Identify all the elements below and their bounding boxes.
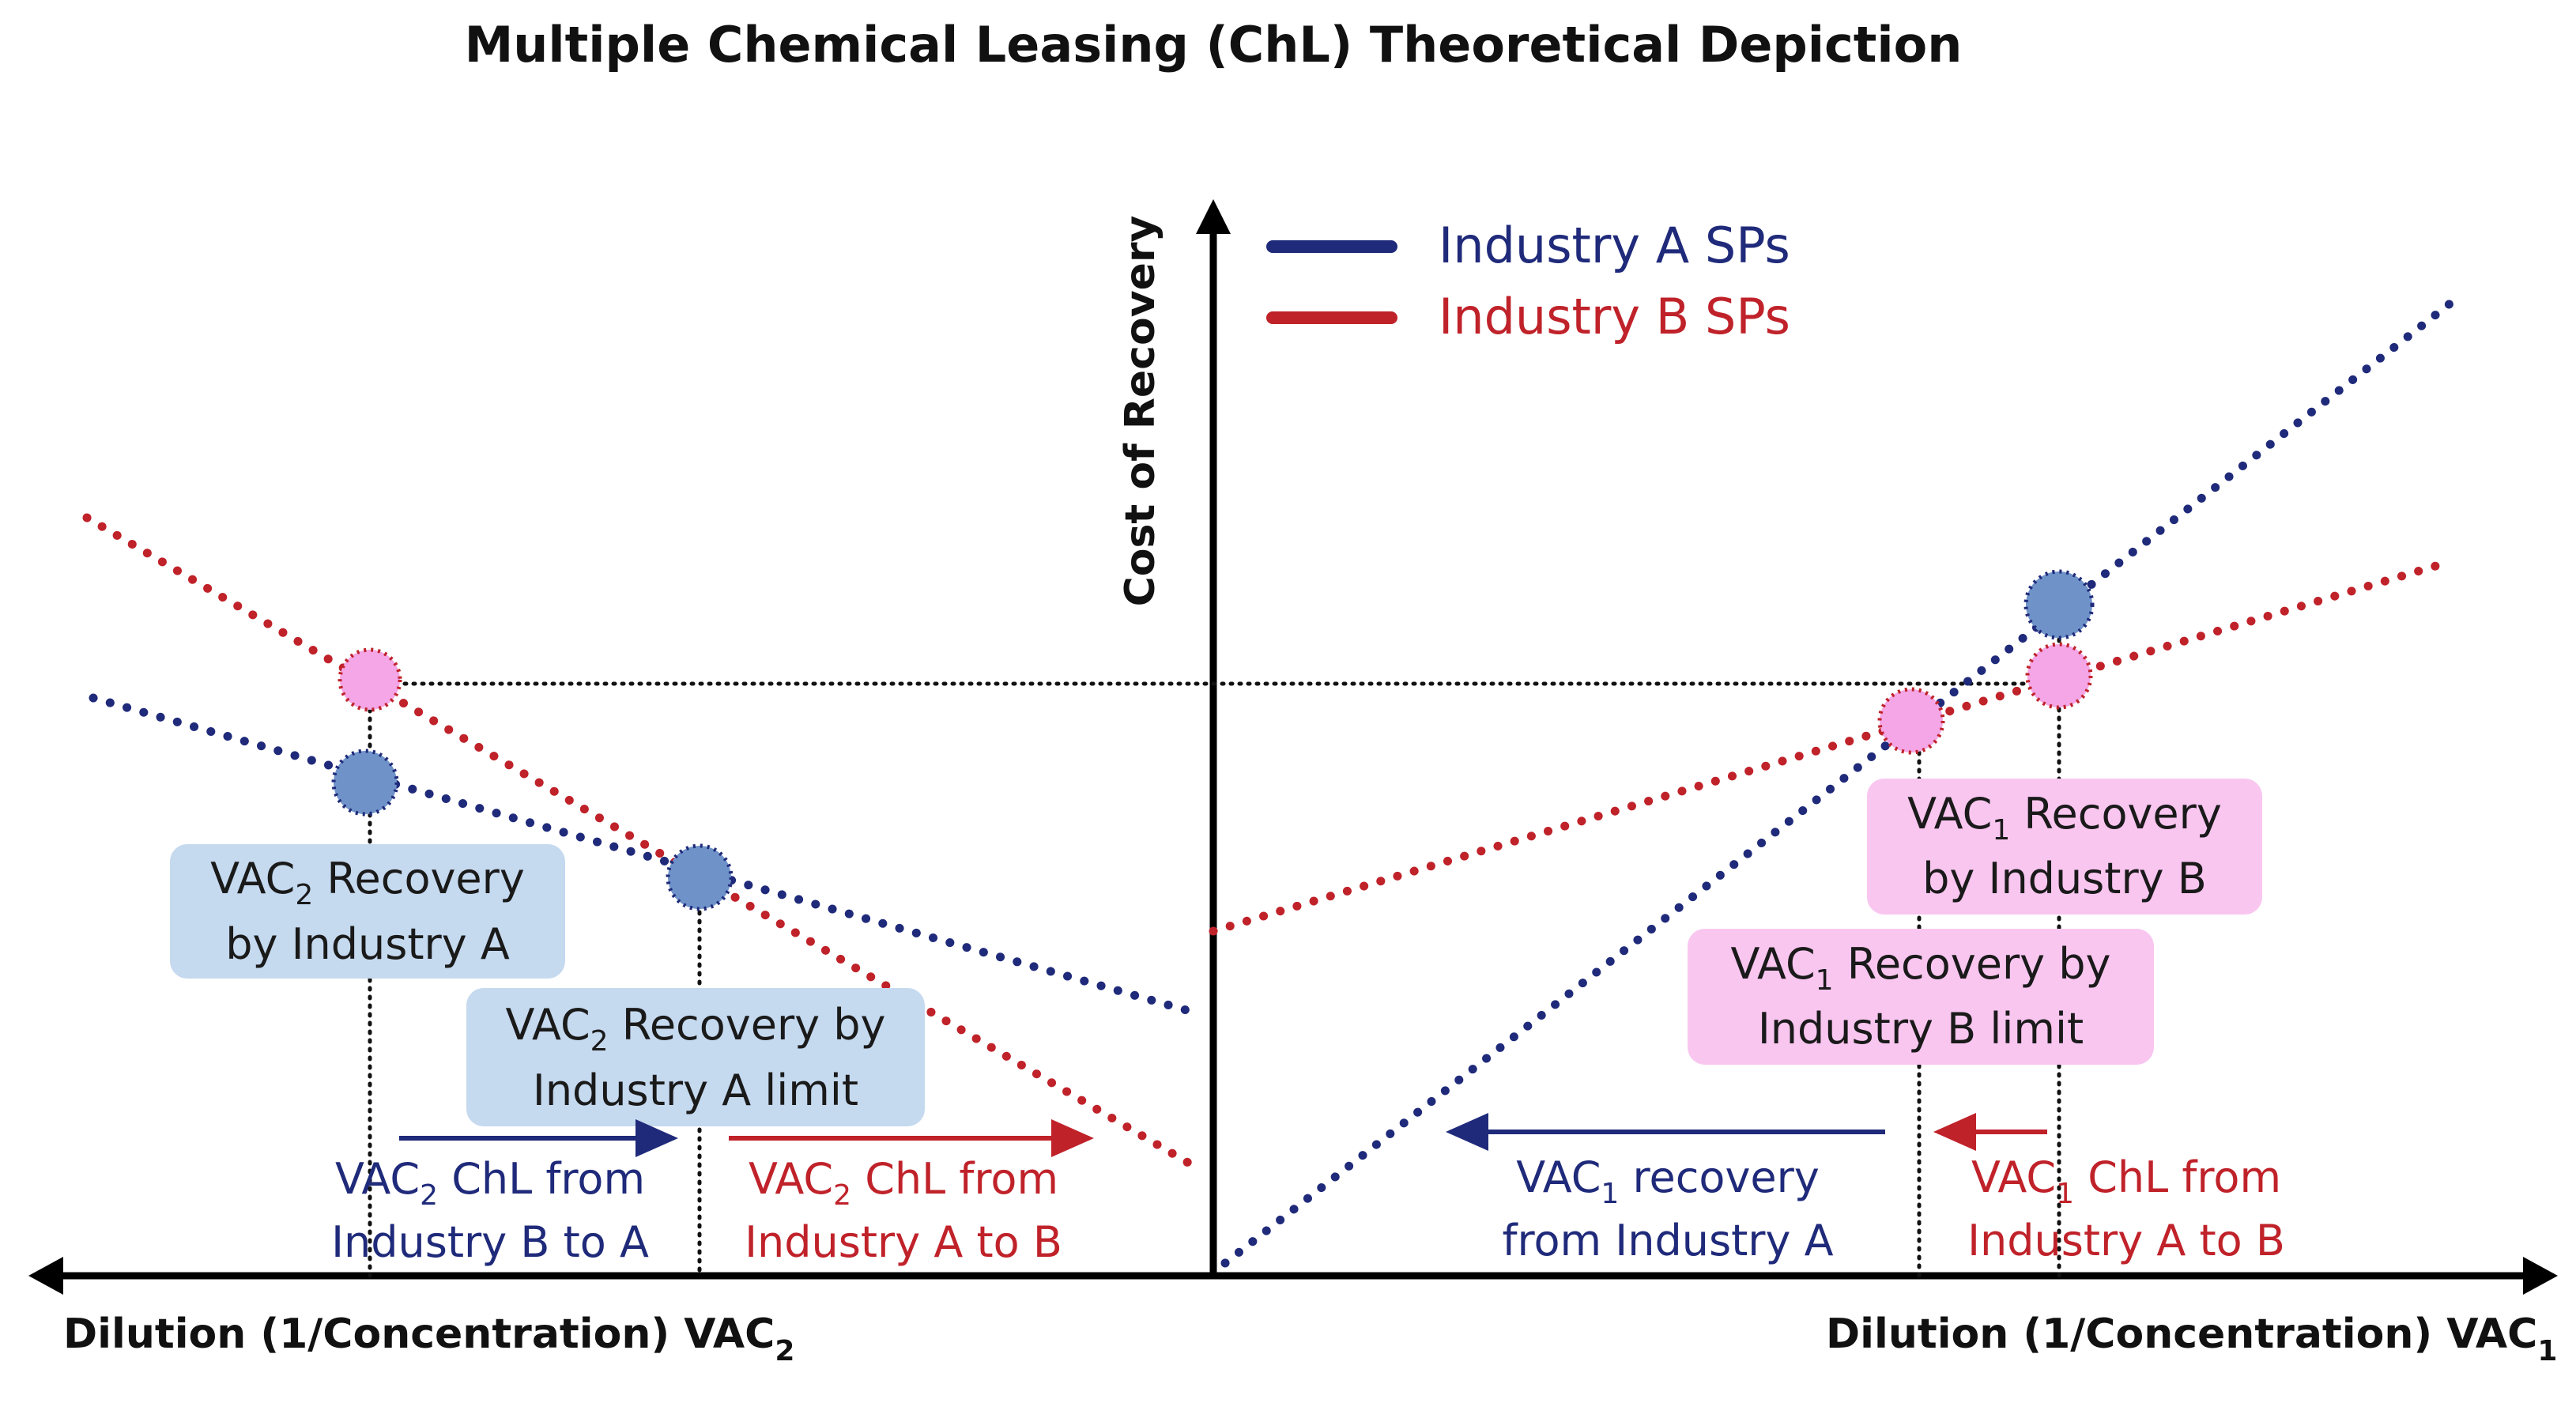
box-vac2-recovery-a-limit-line2: Industry A limit xyxy=(533,1065,858,1115)
box-vac2-recovery-a-line1: VAC2 Recovery xyxy=(210,854,525,911)
x-axis-right-label-base: Dilution (1/Concentration) VAC xyxy=(1826,1311,2537,1358)
industry-a-line-left xyxy=(89,693,1197,1016)
x-axis-left-label-base: Dilution (1/Concentration) VAC xyxy=(63,1311,775,1358)
box-vac1-recovery-b-line2: by Industry B xyxy=(1922,854,2207,903)
legend-industry-b-label: Industry B SPs xyxy=(1439,288,1790,345)
note-vac1-chl-a-to-b-line2: Industry A to B xyxy=(1967,1216,2285,1265)
note-vac1-recovery-from-a-line1: VAC1 recovery xyxy=(1516,1152,1820,1210)
note-vac1-recovery-from-a-line2: from Industry A xyxy=(1502,1216,1833,1265)
note-vac1-recovery-from-a: VAC1 recovery from Industry A xyxy=(1502,1152,1833,1265)
box-vac1-recovery-b-limit-line2: Industry B limit xyxy=(1758,1004,2084,1054)
box-vac1-recovery-b-line1: VAC1 Recovery xyxy=(1907,789,2222,847)
x-axis-left-label-sub: 2 xyxy=(775,1335,794,1367)
box-vac2-recovery-a-limit-bg xyxy=(466,988,925,1126)
x-axis-left-arrowhead xyxy=(28,1257,63,1295)
x-axis-right-label-sub: 1 xyxy=(2537,1335,2557,1367)
box-vac2-recovery-a-limit: VAC2 Recovery by Industry A limit xyxy=(466,988,925,1126)
box-vac1-recovery-b-limit-bg xyxy=(1688,929,2154,1065)
box-vac2-recovery-a-line2: by Industry A xyxy=(225,919,510,969)
legend-industry-a-label: Industry A SPs xyxy=(1439,217,1790,274)
industry-b-line-right xyxy=(1209,558,2451,936)
y-axis-arrowhead xyxy=(1196,199,1231,234)
note-vac2-chl-a-to-b-line1: VAC2 ChL from xyxy=(749,1154,1058,1212)
box-vac2-recovery-a-bg xyxy=(170,844,565,979)
arrows xyxy=(399,1113,2047,1157)
note-vac1-chl-a-to-b: VAC1 ChL from Industry A to B xyxy=(1967,1152,2285,1265)
note-vac2-chl-a-to-b-line2: Industry A to B xyxy=(745,1217,1062,1267)
note-vac2-chl-b-to-a-line2: Industry B to A xyxy=(331,1217,649,1267)
x-axis-left-label: Dilution (1/Concentration) VAC2 xyxy=(63,1311,794,1367)
point-pink-left xyxy=(338,647,402,712)
point-pink-right-2 xyxy=(2025,642,2093,710)
industry-b-lines xyxy=(82,513,2451,1168)
x-axis-right-arrowhead xyxy=(2523,1257,2558,1295)
box-vac1-recovery-b-limit: VAC1 Recovery by Industry B limit xyxy=(1688,929,2154,1065)
y-axis-label: Cost of Recovery xyxy=(1117,216,1164,607)
box-vac2-recovery-a: VAC2 Recovery by Industry A xyxy=(170,844,565,979)
note-vac2-chl-b-to-a: VAC2 ChL from Industry B to A xyxy=(331,1154,649,1267)
box-vac1-recovery-b-bg xyxy=(1867,779,2262,915)
point-blue-left-2 xyxy=(666,843,734,911)
box-vac1-recovery-b-limit-line1: VAC1 Recovery by xyxy=(1730,939,2110,997)
point-blue-left-1 xyxy=(331,749,399,817)
industry-b-line-left xyxy=(82,513,1194,1168)
box-vac2-recovery-a-limit-line1: VAC2 Recovery by xyxy=(505,1000,885,1058)
point-pink-right-1 xyxy=(1877,687,1945,755)
box-vac1-recovery-b: VAC1 Recovery by Industry B xyxy=(1867,779,2262,915)
note-vac2-chl-a-to-b: VAC2 ChL from Industry A to B xyxy=(745,1154,1062,1267)
note-vac2-chl-b-to-a-line1: VAC2 ChL from xyxy=(335,1154,645,1212)
industry-a-lines xyxy=(89,289,2467,1268)
point-blue-right xyxy=(2023,569,2095,640)
points xyxy=(331,569,2095,911)
note-vac1-chl-a-to-b-line1: VAC1 ChL from xyxy=(1971,1152,2281,1210)
legend: Industry A SPs Industry B SPs xyxy=(1266,217,1790,345)
x-axis-right-label: Dilution (1/Concentration) VAC1 xyxy=(1826,1311,2557,1367)
diagram-title: Multiple Chemical Leasing (ChL) Theoreti… xyxy=(465,16,1963,74)
industry-a-line-right xyxy=(1220,289,2467,1268)
